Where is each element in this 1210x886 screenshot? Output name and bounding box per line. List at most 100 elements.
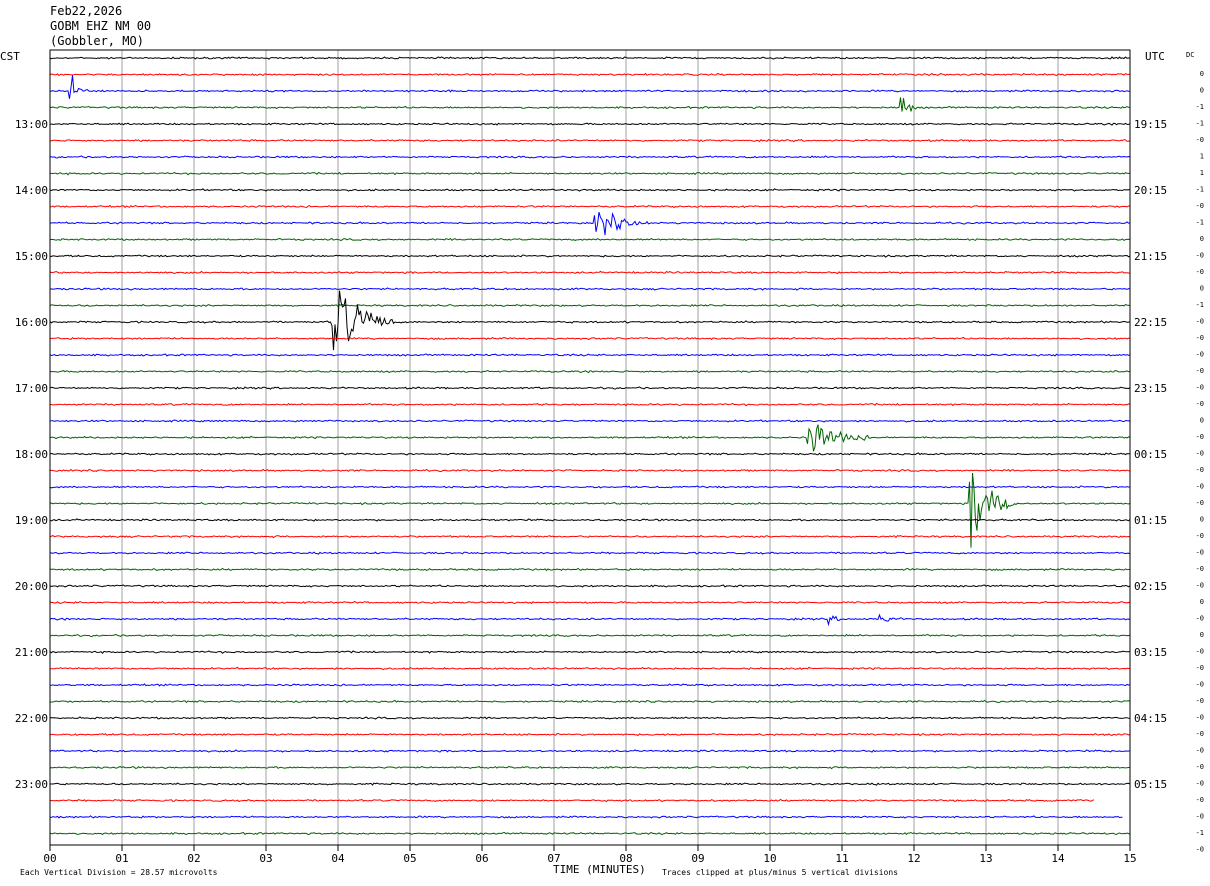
dc-offset-value: -0 [1196, 730, 1204, 738]
trace-row [49, 650, 1131, 654]
trace-row [49, 287, 1131, 291]
x-tick-label: 01 [115, 852, 128, 865]
trace-row [49, 666, 1131, 671]
x-tick-label: 00 [43, 852, 56, 865]
minute-gridlines [121, 50, 1059, 845]
dc-offset-value: -0 [1196, 367, 1204, 375]
dc-offset-value: -0 [1196, 384, 1204, 392]
trace-row [49, 600, 1131, 605]
trace-row [49, 204, 1131, 209]
x-tick-label: 09 [691, 852, 704, 865]
dc-offset-value: -1 [1196, 103, 1204, 111]
dc-offset-labels: 0 0 -1 -1 -0 1 1 -1 -0 -1 0 -0 -0 0 -1 -0 -0 -0 -0 -0 -0 0 -0 -… [1196, 70, 1204, 854]
trace-row [49, 716, 1131, 720]
trace-row [49, 534, 1131, 539]
trace-row [49, 782, 1131, 786]
dc-offset-value: -1 [1196, 829, 1204, 837]
trace-row [49, 72, 1131, 77]
dc-offset-value: -0 [1196, 252, 1204, 260]
dc-offset-value: -0 [1196, 549, 1204, 557]
dc-offset-value: -0 [1196, 334, 1204, 342]
utc-time-label: 03:15 [1134, 646, 1167, 659]
trace-row [49, 798, 1095, 803]
trace-row [49, 732, 1131, 737]
dc-offset-value: -0 [1196, 780, 1204, 788]
trace-row [49, 97, 1131, 112]
dc-header-label: DC [1186, 51, 1194, 59]
dc-offset-value: -0 [1196, 582, 1204, 590]
utc-time-label: 20:15 [1134, 184, 1167, 197]
trace-row [49, 237, 1131, 242]
dc-offset-value: -0 [1196, 565, 1204, 573]
dc-offset-value: -0 [1196, 483, 1204, 491]
trace-row [49, 188, 1131, 192]
x-tick-label: 07 [547, 852, 560, 865]
dc-offset-value: 0 [1200, 598, 1204, 606]
trace-row [49, 584, 1131, 588]
trace-row [49, 386, 1131, 390]
trace-row [49, 424, 1131, 452]
trace-row [49, 56, 1131, 60]
trace-row [49, 831, 1131, 836]
dc-offset-value: -0 [1196, 697, 1204, 705]
dc-offset-value: -1 [1196, 219, 1204, 227]
dc-offset-value: -0 [1196, 351, 1204, 359]
right-zone-label: UTC [1145, 50, 1165, 63]
cst-time-label: 16:00 [15, 316, 48, 329]
trace-row [49, 254, 1131, 258]
cst-time-labels: 13:00 14:00 15:00 16:00 17:00 18:00 19:00 20:00… [15, 118, 48, 791]
dc-offset-value: 0 [1200, 87, 1204, 95]
x-tick-label: 11 [835, 852, 848, 865]
cst-time-label: 21:00 [15, 646, 48, 659]
utc-time-label: 23:15 [1134, 382, 1167, 395]
utc-time-label: 04:15 [1134, 712, 1167, 725]
trace-row [49, 270, 1131, 275]
cst-time-label: 23:00 [15, 778, 48, 791]
trace-row [49, 815, 1123, 819]
cst-time-label: 14:00 [15, 184, 48, 197]
cst-time-label: 18:00 [15, 448, 48, 461]
dc-offset-value: -0 [1196, 813, 1204, 821]
trace-row [49, 567, 1131, 572]
header-location: (Gobbler, MO) [50, 34, 144, 48]
trace-row [50, 402, 1131, 407]
dc-offset-value: -0 [1196, 268, 1204, 276]
x-tick-label: 10 [763, 852, 776, 865]
cst-time-label: 20:00 [15, 580, 48, 593]
dc-offset-value: -0 [1196, 202, 1204, 210]
x-tick-label: 14 [1051, 852, 1065, 865]
x-tick-label: 12 [907, 852, 920, 865]
trace-row [49, 419, 1131, 423]
trace-row [49, 452, 1131, 456]
trace-row [49, 485, 1131, 489]
x-tick-label: 13 [979, 852, 992, 865]
utc-time-label: 22:15 [1134, 316, 1167, 329]
x-tick-label: 03 [259, 852, 272, 865]
dc-offset-value: -0 [1196, 318, 1204, 326]
dc-offset-value: 0 [1200, 70, 1204, 78]
utc-time-label: 01:15 [1134, 514, 1167, 527]
x-tick-label: 02 [187, 852, 200, 865]
header-date: Feb22,2026 [50, 4, 123, 18]
utc-time-label: 02:15 [1134, 580, 1167, 593]
dc-offset-value: 0 [1200, 631, 1204, 639]
scale-note: Each Vertical Division = 28.57 microvolt… [20, 868, 218, 877]
utc-time-label: 19:15 [1134, 118, 1167, 131]
cst-time-label: 13:00 [15, 118, 48, 131]
utc-time-label: 05:15 [1134, 778, 1167, 791]
dc-offset-value: -0 [1196, 796, 1204, 804]
dc-offset-value: -0 [1196, 433, 1204, 441]
x-axis: 00 01 02 03 04 05 06 07 08 09 10 11 12 13 14 15 [43, 845, 1137, 865]
trace-row [49, 613, 1131, 627]
trace-row [49, 518, 1131, 522]
dc-offset-value: -0 [1196, 664, 1204, 672]
left-zone-label: CST [0, 50, 20, 63]
trace-row [50, 683, 1131, 687]
dc-offset-value: -0 [1196, 648, 1204, 656]
trace-row [49, 303, 1131, 308]
x-tick-label: 05 [403, 852, 416, 865]
cst-time-label: 22:00 [15, 712, 48, 725]
trace-row [49, 211, 1131, 236]
header-station: GOBM EHZ NM 00 [50, 19, 152, 33]
utc-time-labels: 19:15 20:15 21:15 22:15 23:15 00:15 01:15 02:15… [1134, 118, 1167, 791]
